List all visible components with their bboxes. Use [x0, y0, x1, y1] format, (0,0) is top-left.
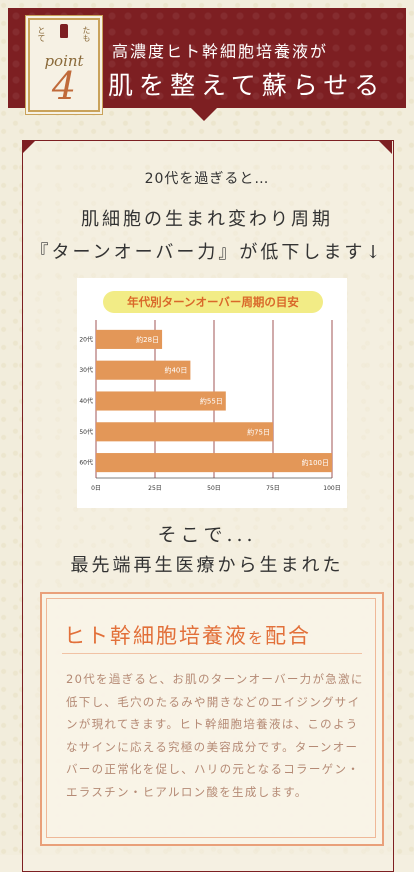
point-badge: とて たも point 4 — [28, 18, 100, 112]
feature-frame-inner — [46, 598, 376, 838]
feature-title-particle: を — [248, 629, 266, 647]
header-title: 肌を整えて蘇らせる — [108, 71, 386, 100]
then-text: そこで... — [157, 524, 257, 546]
header-notch — [190, 107, 218, 121]
category-label: 20代 — [79, 335, 93, 343]
born-text: 最先端再生医療から生まれた — [70, 555, 344, 576]
x-tick-label: 25日 — [148, 485, 162, 492]
badge-point-text: point — [44, 52, 84, 70]
x-tick-label: 0日 — [91, 485, 101, 492]
data-label: 約55日 — [200, 397, 223, 406]
data-label: 約75日 — [247, 427, 270, 436]
feature-title-main: ヒト幹細胞培養液 — [64, 624, 248, 648]
chart-bar — [96, 453, 332, 473]
card-corner-top-right — [378, 140, 392, 154]
chart-canvas: 0日 25日 50日 75日 100日20代 約28日30代 約40日40代 約55日50代約… — [79, 320, 341, 492]
card-corner-top-left — [22, 140, 36, 154]
chart-title: 年代別ターンオーバー周期の目安 — [103, 291, 323, 313]
lead-line-1: 肌細胞の生まれ変わり周期 — [81, 209, 333, 230]
chart-bar — [96, 360, 191, 380]
category-label: 60代 — [79, 459, 93, 467]
feature-body: 20代を過ぎると、お肌のターンオーバー力が急激に低下し、毛穴のたるみや開きなどの… — [66, 672, 364, 799]
x-tick-label: 100日 — [323, 485, 340, 492]
badge-point-number: 4 — [51, 64, 77, 108]
chart-bar — [96, 391, 226, 411]
header-subtitle: 高濃度ヒト幹細胞培養液が — [112, 42, 329, 61]
lead-line-2: 『ターンオーバー力』が低下します↓ — [30, 242, 384, 263]
feature-frame — [40, 592, 384, 846]
badge-label-left: とて — [37, 26, 46, 42]
x-tick-label: 50日 — [207, 485, 221, 492]
turnover-chart: 0日 25日 50日 75日 100日 20代 約28日 30代 約40日 40代 約55日 50代約… — [77, 278, 347, 508]
category-label: 40代 — [79, 397, 93, 405]
data-label: 約40日 — [164, 366, 187, 375]
badge-label-right: たも — [82, 26, 91, 42]
feature-title: ヒト幹細胞培養液を配合 — [64, 620, 311, 650]
bottle-icon — [60, 24, 68, 38]
intro-text: 20代を過ぎると… — [144, 171, 270, 187]
chart-bar — [96, 422, 273, 442]
category-label: 50代 — [79, 428, 93, 436]
chart-bar — [96, 329, 163, 349]
data-label: 約100日 — [302, 458, 329, 467]
data-label: 約28日 — [136, 335, 159, 344]
feature-title-end: 配合 — [265, 624, 312, 648]
section-header: とて たも point 4 高濃度ヒト幹細胞培養液が 肌を整えて蘇らせる — [8, 8, 406, 112]
category-label: 30代 — [79, 366, 93, 374]
feature-divider — [62, 653, 362, 654]
x-tick-label: 75日 — [266, 485, 280, 492]
